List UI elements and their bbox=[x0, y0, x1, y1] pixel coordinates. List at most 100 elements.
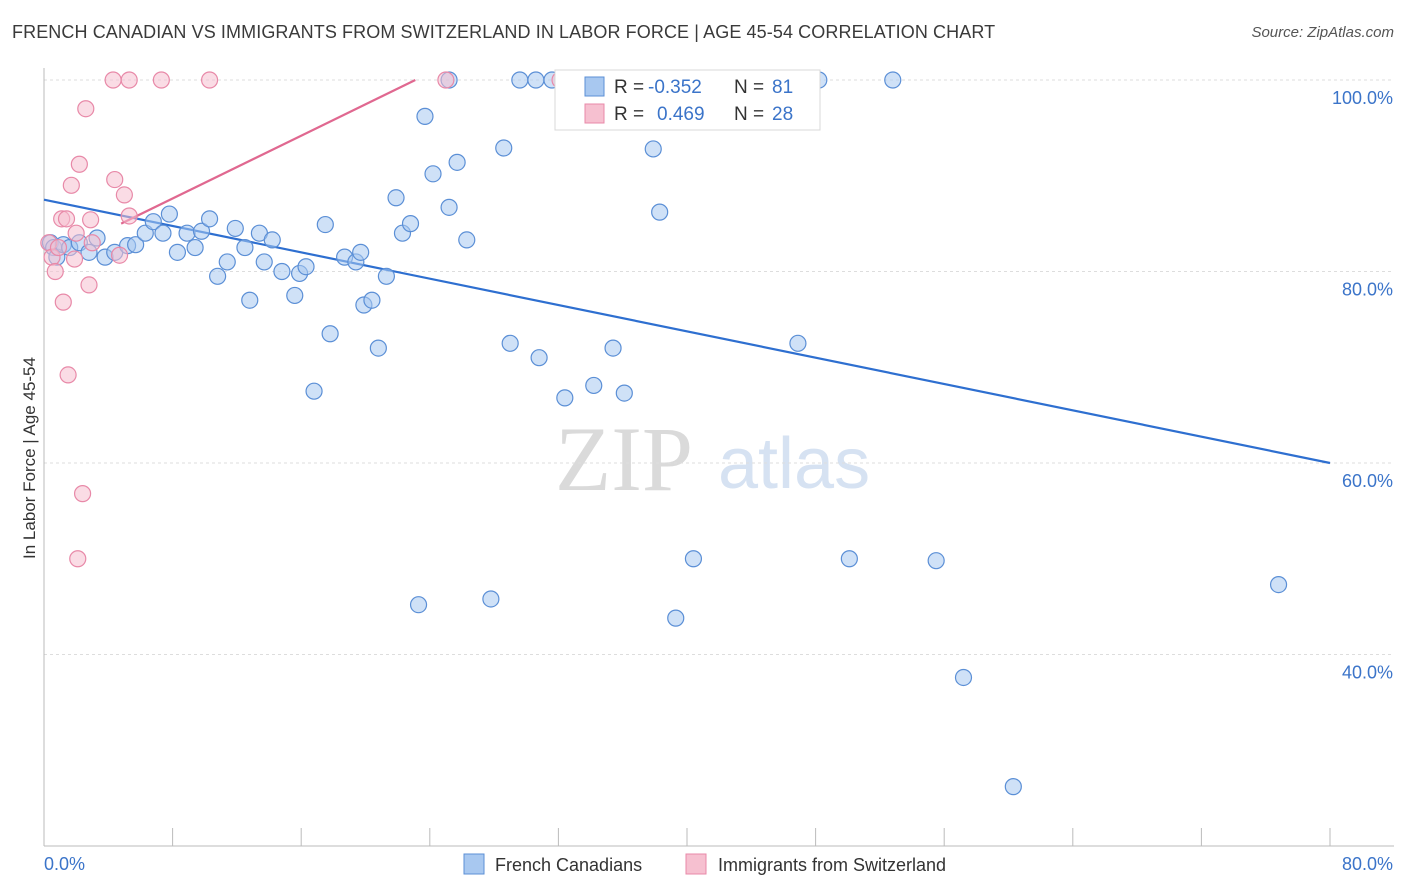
legend-r-label-1: R = bbox=[614, 77, 644, 98]
point-french-canadians bbox=[263, 231, 281, 249]
x-tick-label-max: 80.0% bbox=[1342, 854, 1393, 874]
legend-r-value-2: 0.469 bbox=[657, 104, 705, 125]
point-french-canadians bbox=[192, 222, 211, 240]
point-immigrants-switzerland bbox=[115, 186, 133, 204]
point-french-canadians bbox=[200, 210, 219, 228]
point-french-canadians bbox=[604, 339, 622, 357]
point-french-canadians bbox=[352, 243, 370, 261]
point-french-canadians bbox=[409, 596, 428, 614]
point-immigrants-switzerland bbox=[54, 293, 72, 311]
point-immigrants-switzerland bbox=[67, 224, 85, 242]
point-immigrants-switzerland bbox=[200, 71, 219, 89]
legend-n-label-1: N = bbox=[734, 77, 764, 98]
chart-title: FRENCH CANADIAN VS IMMIGRANTS FROM SWITZ… bbox=[12, 22, 996, 42]
point-immigrants-switzerland bbox=[110, 246, 129, 264]
axes bbox=[43, 68, 1394, 847]
legend-n-value-1: 81 bbox=[772, 77, 793, 98]
point-immigrants-switzerland bbox=[120, 207, 138, 225]
point-french-canadians bbox=[448, 153, 466, 171]
point-french-canadians bbox=[527, 71, 545, 89]
y-axis-label: In Labor Force | Age 45-54 bbox=[20, 357, 39, 559]
chart-source: Source: ZipAtlas.com bbox=[1251, 24, 1394, 41]
point-french-canadians bbox=[255, 253, 273, 271]
point-french-canadians bbox=[144, 213, 162, 231]
bottom-legend-swatch-pink bbox=[685, 853, 707, 875]
y-tick-label: 100.0% bbox=[1332, 88, 1393, 108]
legend-r-value-1: -0.352 bbox=[648, 77, 702, 98]
point-french-canadians bbox=[585, 376, 603, 395]
point-french-canadians bbox=[297, 258, 315, 276]
point-french-canadians bbox=[884, 71, 902, 89]
legend-swatch-blue bbox=[584, 76, 605, 97]
point-french-canadians bbox=[168, 243, 187, 261]
point-immigrants-switzerland bbox=[106, 170, 124, 189]
point-french-canadians bbox=[387, 189, 405, 207]
point-french-canadians bbox=[305, 382, 323, 400]
point-french-canadians bbox=[241, 291, 259, 309]
y-tick-label: 40.0% bbox=[1342, 663, 1393, 683]
watermark-atlas: atlas bbox=[718, 424, 870, 504]
watermark: ZIP atlas bbox=[555, 408, 870, 510]
point-immigrants-switzerland bbox=[46, 262, 64, 281]
point-french-canadians bbox=[178, 224, 196, 242]
point-french-canadians bbox=[401, 215, 420, 233]
trend-line-french-canadians bbox=[43, 198, 1331, 465]
point-french-canadians bbox=[424, 165, 442, 183]
correlation-legend: R = -0.352 N = 81 R = 0.469 N = 28 bbox=[554, 69, 821, 131]
y-tick-label: 60.0% bbox=[1342, 471, 1393, 491]
point-french-canadians bbox=[530, 349, 548, 367]
point-french-canadians bbox=[377, 267, 395, 285]
point-french-canadians bbox=[236, 238, 254, 257]
point-immigrants-switzerland bbox=[49, 238, 68, 257]
point-french-canadians bbox=[127, 236, 145, 254]
point-immigrants-switzerland bbox=[57, 210, 76, 228]
series-immigrants-switzerland bbox=[40, 71, 569, 568]
point-immigrants-switzerland bbox=[77, 100, 95, 118]
point-french-canadians bbox=[954, 668, 973, 687]
point-french-canadians bbox=[440, 198, 458, 216]
tick-labels: 40.0% 60.0% 80.0% 100.0% 0.0% 80.0% bbox=[44, 88, 1393, 874]
point-french-canadians bbox=[482, 590, 500, 608]
point-french-canadians bbox=[218, 253, 236, 271]
point-french-canadians bbox=[501, 334, 519, 352]
point-immigrants-switzerland bbox=[70, 155, 88, 173]
point-french-canadians bbox=[316, 215, 334, 234]
point-french-canadians bbox=[789, 334, 807, 352]
point-french-canadians bbox=[927, 552, 945, 570]
point-french-canadians bbox=[556, 389, 574, 407]
point-immigrants-switzerland bbox=[83, 234, 101, 252]
x-tick-label-min: 0.0% bbox=[44, 854, 85, 874]
point-french-canadians bbox=[615, 384, 633, 402]
point-french-canadians bbox=[495, 139, 513, 157]
point-french-canadians bbox=[651, 203, 669, 221]
point-immigrants-switzerland bbox=[62, 176, 80, 194]
point-french-canadians bbox=[1269, 576, 1288, 594]
legend-r-label-2: R = bbox=[614, 104, 644, 125]
point-french-canadians bbox=[667, 609, 685, 627]
point-french-canadians bbox=[511, 71, 529, 89]
point-french-canadians bbox=[160, 205, 178, 223]
point-french-canadians bbox=[369, 339, 387, 357]
watermark-zip: ZIP bbox=[555, 408, 693, 510]
point-french-canadians bbox=[416, 107, 434, 125]
gridlines bbox=[44, 79, 1394, 655]
point-immigrants-switzerland bbox=[59, 366, 77, 384]
point-french-canadians bbox=[154, 224, 172, 242]
point-immigrants-switzerland bbox=[104, 71, 122, 89]
point-immigrants-switzerland bbox=[437, 71, 455, 89]
point-immigrants-switzerland bbox=[152, 71, 170, 89]
legend-n-label-2: N = bbox=[734, 104, 764, 125]
point-immigrants-switzerland bbox=[65, 250, 84, 268]
bottom-legend-swatch-blue bbox=[463, 853, 485, 875]
legend-swatch-pink bbox=[584, 103, 605, 124]
point-french-canadians bbox=[644, 140, 662, 158]
point-french-canadians bbox=[186, 238, 204, 257]
point-french-canadians bbox=[321, 325, 339, 343]
point-french-canadians bbox=[209, 267, 227, 285]
legend-n-value-2: 28 bbox=[772, 104, 793, 125]
point-french-canadians bbox=[458, 231, 476, 249]
point-french-canadians bbox=[684, 550, 703, 568]
point-french-canadians bbox=[286, 286, 304, 305]
point-immigrants-switzerland bbox=[73, 485, 92, 503]
